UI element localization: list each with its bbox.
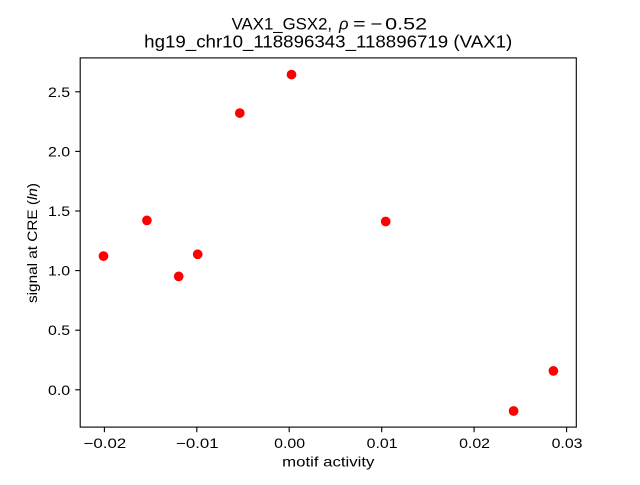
svg-text:0.5: 0.5	[48, 322, 70, 338]
svg-text:1.0: 1.0	[48, 263, 70, 279]
svg-text:2.5: 2.5	[48, 84, 70, 100]
svg-text:ρ: ρ	[338, 14, 349, 33]
svg-text:=: =	[353, 14, 366, 33]
svg-text:1.5: 1.5	[48, 203, 70, 219]
svg-text:0.03: 0.03	[552, 435, 583, 451]
svg-text:0.01: 0.01	[367, 435, 398, 451]
svg-text:signal at CRE (ln): signal at CRE (ln)	[24, 183, 40, 303]
svg-text:−0.01: −0.01	[176, 435, 219, 451]
svg-text:0.52: 0.52	[385, 14, 427, 33]
svg-text:2.0: 2.0	[48, 143, 70, 159]
svg-text:0.00: 0.00	[274, 435, 305, 451]
svg-text:VAX1_GSX2,: VAX1_GSX2,	[232, 14, 333, 33]
svg-text:−: −	[370, 14, 382, 33]
svg-text:hg19_chr10_118896343_118896719: hg19_chr10_118896343_118896719 (VAX1)	[144, 33, 512, 52]
svg-text:0.02: 0.02	[459, 435, 490, 451]
svg-text:0.0: 0.0	[48, 382, 70, 398]
svg-text:−0.02: −0.02	[84, 435, 127, 451]
svg-text:motif activity: motif activity	[282, 454, 374, 470]
